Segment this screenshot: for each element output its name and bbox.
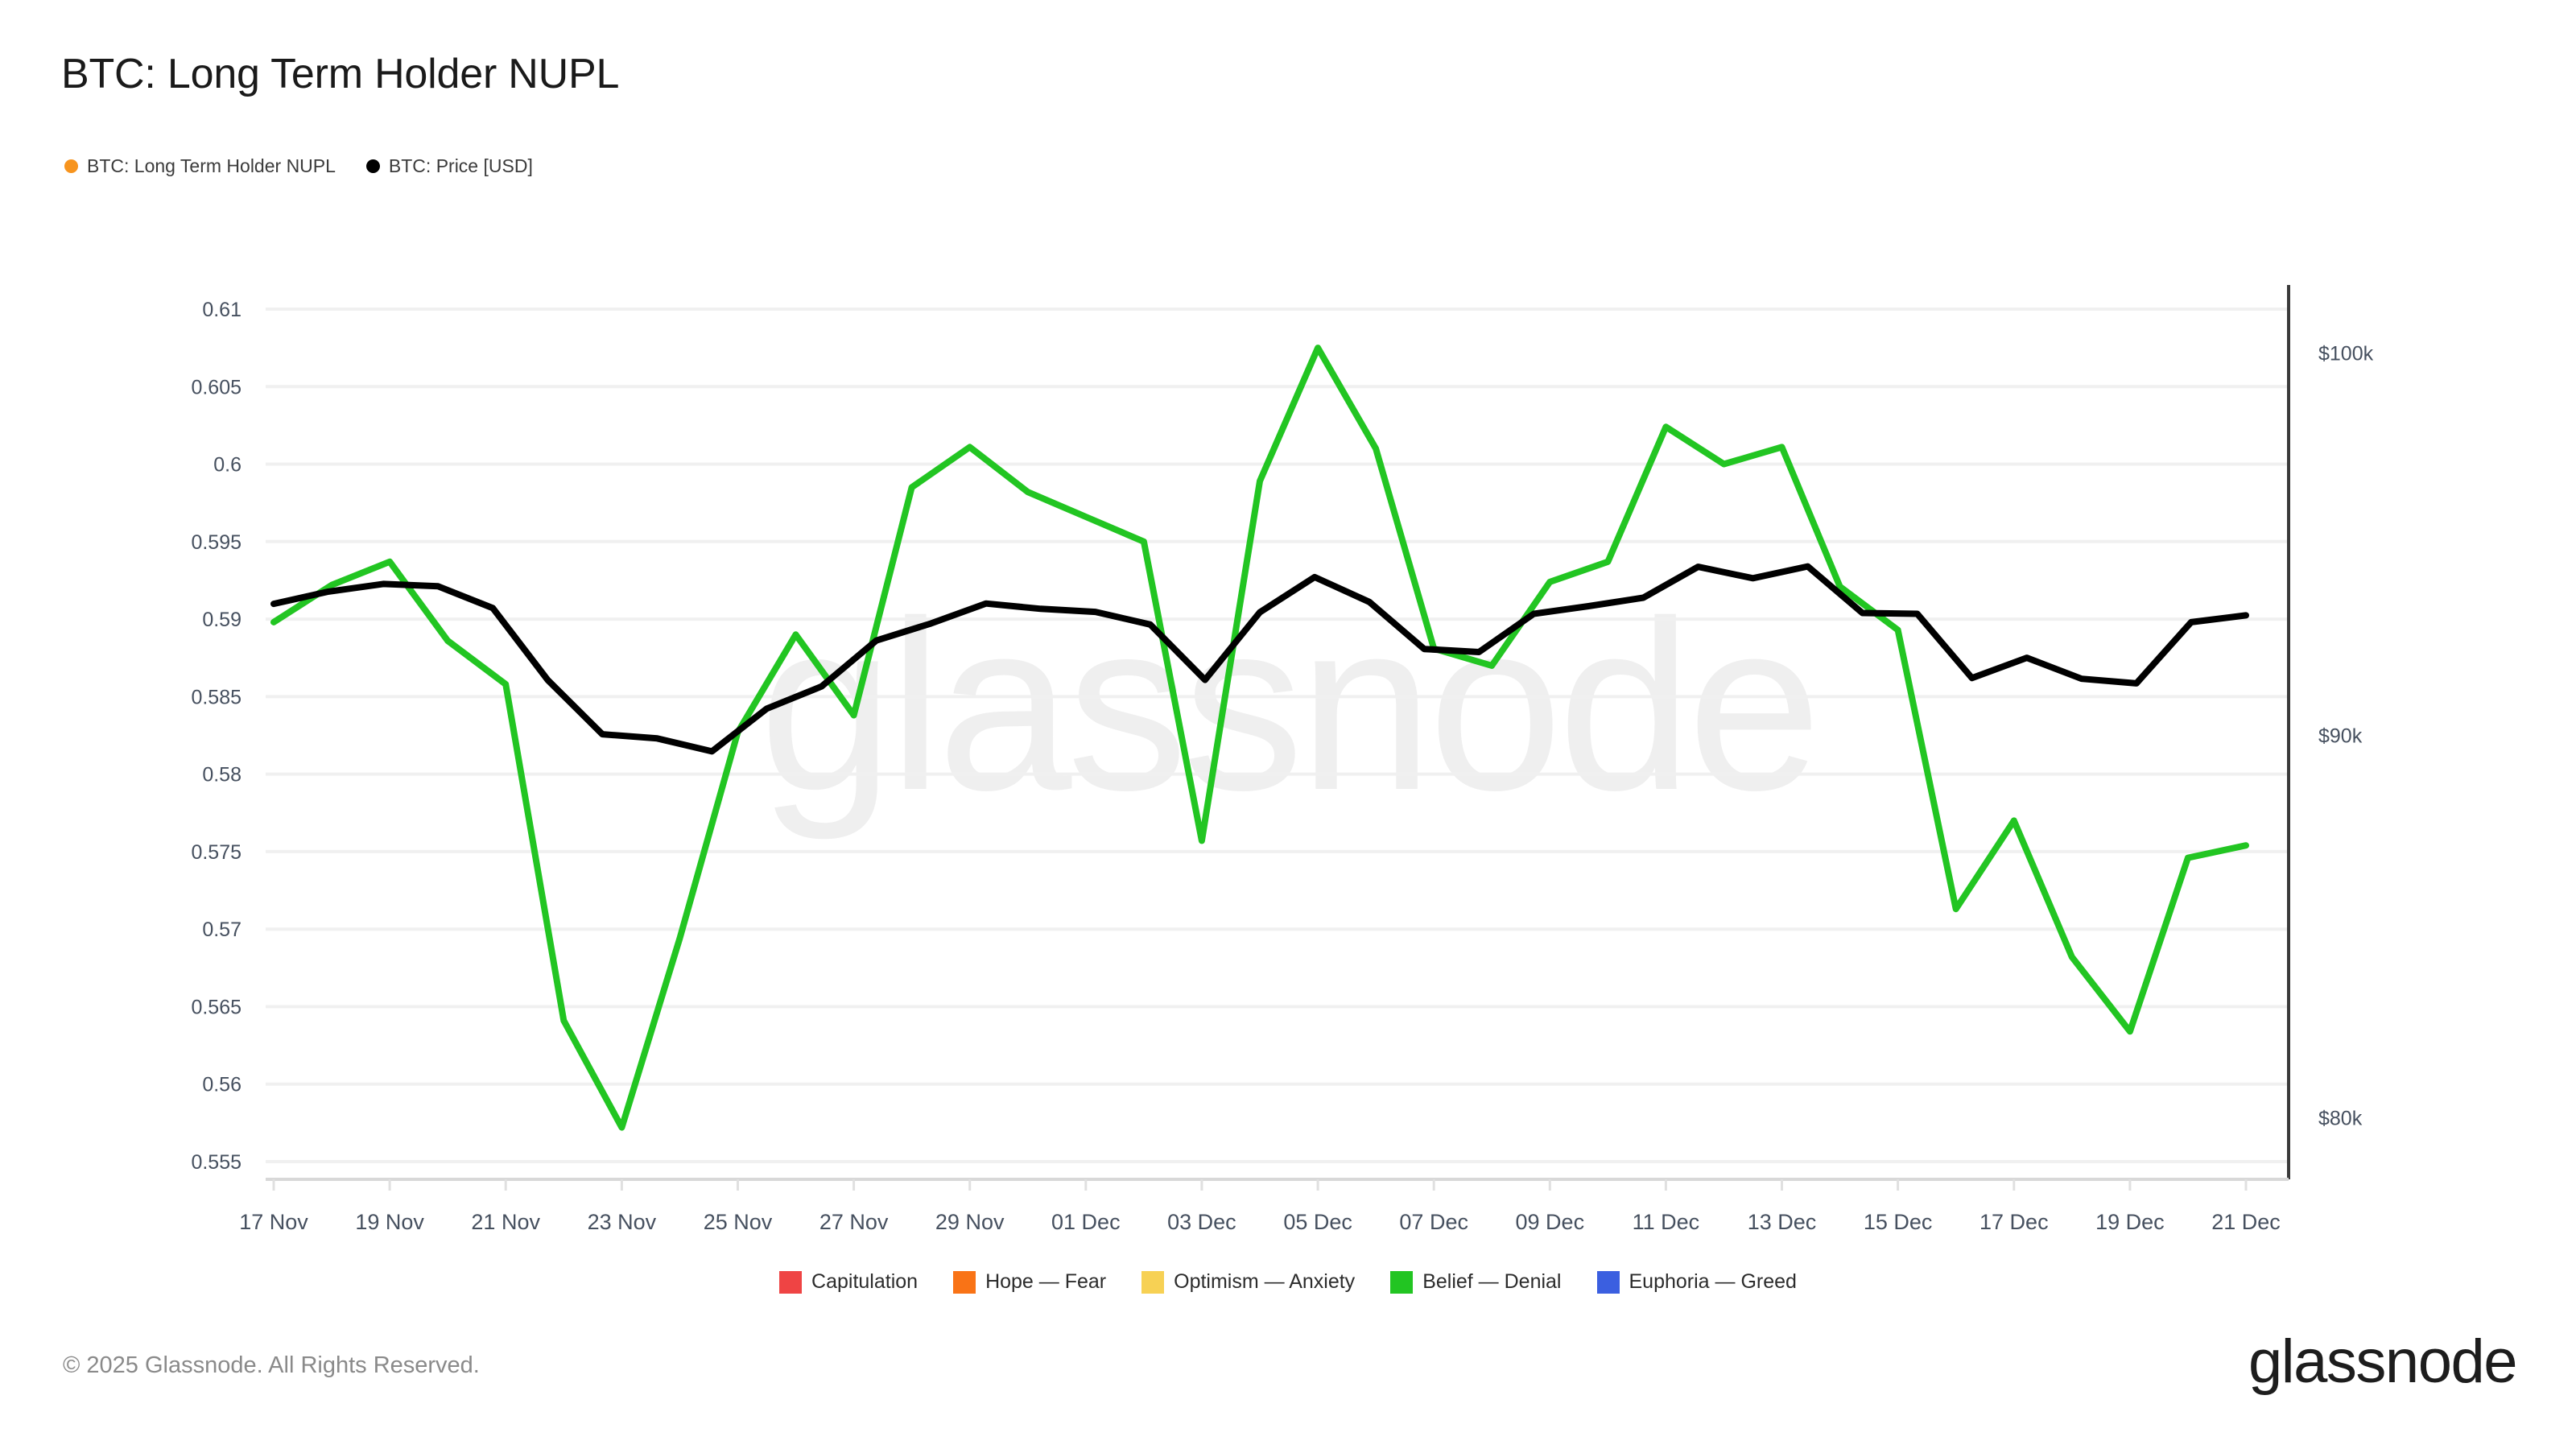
x-axis-tick-label: 19 Dec [2095, 1210, 2165, 1234]
band-legend-label: Optimism — Anxiety [1174, 1270, 1356, 1293]
y-axis-left-tick-label: 0.555 [191, 1151, 242, 1174]
x-axis-tick-label: 11 Dec [1633, 1210, 1700, 1234]
x-axis-tick-label: 21 Dec [2211, 1210, 2281, 1234]
series-line-nupl [270, 345, 2249, 1131]
y-axis-left-tick-label: 0.575 [191, 841, 242, 864]
x-axis-ticks: 17 Nov 19 Nov 21 Nov 23 Nov 25 Nov 27 Nov 29 N… [239, 1179, 2281, 1234]
x-axis-tick-label: 05 Dec [1283, 1210, 1352, 1234]
band-legend-label: Belief — Denial [1422, 1270, 1562, 1293]
svg-text:glassnode: glassnode [759, 570, 1817, 842]
x-axis-tick-label: 17 Nov [239, 1210, 308, 1234]
band-legend-item-euphoria-greed[interactable]: Euphoria — Greed [1596, 1270, 1797, 1294]
band-swatch-icon [1141, 1270, 1165, 1294]
x-axis-tick-label: 27 Nov [819, 1210, 889, 1234]
y-axis-left-tick-label: 0.585 [191, 686, 242, 708]
series-dot-icon [64, 159, 78, 173]
x-axis-tick-label: 15 Dec [1864, 1210, 1933, 1234]
series-legend-item-price[interactable]: BTC: Price [USD] [365, 153, 533, 179]
axis-lines [266, 285, 2290, 1181]
band-swatch-icon [1390, 1270, 1414, 1294]
series-dot-icon [365, 159, 380, 173]
y-axis-left-tick-label: 0.57 [202, 919, 242, 941]
x-axis-tick-label: 19 Nov [355, 1210, 424, 1234]
x-axis-tick-label: 17 Dec [1979, 1210, 2049, 1234]
band-legend: Capitulation Hope — Fear Optimism — Anxi… [0, 1270, 2576, 1294]
x-axis-tick-label: 13 Dec [1748, 1210, 1817, 1234]
x-axis-tick-label: 23 Nov [588, 1210, 657, 1234]
x-axis-tick-label: 25 Nov [704, 1210, 773, 1234]
page-title: BTC: Long Term Holder NUPL [61, 51, 620, 97]
band-swatch-icon [779, 1270, 803, 1294]
band-legend-item-capitulation[interactable]: Capitulation [779, 1270, 918, 1294]
gridlines [266, 308, 2289, 1163]
y-axis-left-ticks: 0.555 0.56 0.565 0.57 0.575 0.58 0.585 0.59 0.59… [191, 299, 242, 1174]
data-series [270, 345, 2249, 1131]
y-axis-right-tick-label: $100k [2318, 343, 2374, 365]
y-axis-left-tick-label: 0.59 [202, 609, 242, 631]
x-axis-tick-label: 07 Dec [1399, 1210, 1468, 1234]
y-axis-left-tick-label: 0.605 [191, 376, 242, 398]
band-legend-item-optimism-anxiety[interactable]: Optimism — Anxiety [1141, 1270, 1355, 1294]
series-legend: BTC: Long Term Holder NUPL BTC: Price [U… [64, 153, 533, 179]
band-legend-item-hope-fear[interactable]: Hope — Fear [953, 1270, 1106, 1294]
y-axis-left-tick-label: 0.565 [191, 997, 242, 1019]
y-axis-left-tick-label: 0.6 [213, 454, 242, 477]
series-legend-label: BTC: Price [USD] [388, 155, 533, 176]
y-axis-left-tick-label: 0.56 [202, 1074, 242, 1096]
band-legend-item-belief-denial[interactable]: Belief — Denial [1390, 1270, 1562, 1294]
y-axis-right-ticks: $80k $90k $100k [2318, 343, 2374, 1130]
x-axis-tick-label: 09 Dec [1516, 1210, 1585, 1234]
y-axis-right-tick-label: $80k [2318, 1107, 2363, 1129]
band-swatch-icon [1596, 1270, 1620, 1294]
y-axis-left-tick-label: 0.58 [202, 764, 242, 786]
y-axis-right-tick-label: $90k [2318, 725, 2363, 748]
series-legend-item-nupl[interactable]: BTC: Long Term Holder NUPL [64, 153, 336, 179]
x-axis-tick-label: 03 Dec [1167, 1210, 1236, 1234]
band-legend-label: Capitulation [811, 1270, 919, 1293]
y-axis-left-tick-label: 0.61 [202, 299, 242, 321]
series-line-price [270, 563, 2249, 755]
series-legend-label: BTC: Long Term Holder NUPL [87, 155, 336, 176]
x-axis-tick-label: 29 Nov [935, 1210, 1005, 1234]
y-axis-left-tick-label: 0.595 [191, 531, 242, 554]
band-legend-label: Euphoria — Greed [1629, 1270, 1797, 1293]
band-legend-label: Hope — Fear [985, 1270, 1107, 1293]
x-axis-tick-label: 21 Nov [471, 1210, 540, 1234]
watermark: glassnode [759, 570, 1822, 842]
footer-copyright: © 2025 Glassnode. All Rights Reserved. [63, 1352, 480, 1378]
x-axis-tick-label: 01 Dec [1051, 1210, 1121, 1234]
band-swatch-icon [953, 1270, 976, 1294]
glassnode-logo: glassnode [2248, 1327, 2518, 1396]
